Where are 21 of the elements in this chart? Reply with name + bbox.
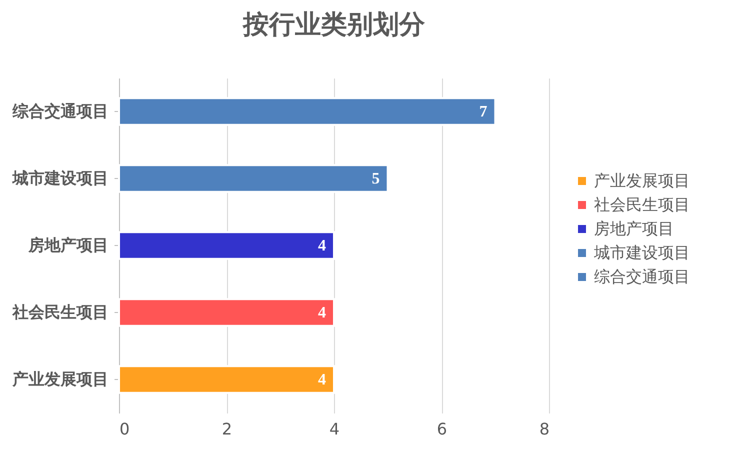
- legend-label: 社会民生项目: [594, 195, 690, 214]
- data-label: 7: [479, 104, 488, 120]
- chart-title: 按行业类别划分: [242, 10, 426, 40]
- data-label: 4: [318, 372, 326, 388]
- y-tick-label: 房地产项目: [28, 236, 108, 254]
- data-label: 5: [372, 170, 380, 188]
- y-tick-label: 产业发展项目: [12, 370, 108, 388]
- x-tick-label: 4: [329, 420, 340, 438]
- x-tick-label: 6: [436, 420, 448, 438]
- legend-label: 房地产项目: [594, 219, 674, 238]
- legend-label: 城市建设项目: [593, 243, 690, 262]
- legend-label: 综合交通项目: [594, 267, 690, 286]
- data-label: 4: [318, 304, 326, 322]
- x-tick-label: 8: [539, 420, 550, 438]
- data-label: 4: [318, 238, 326, 254]
- x-tick-label: 0: [120, 420, 130, 438]
- y-tick-label: 城市建设项目: [12, 168, 108, 188]
- legend-label: 产业发展项目: [594, 171, 690, 190]
- y-tick-label: 社会民生项目: [12, 302, 108, 322]
- y-tick-label: 综合交通项目: [12, 102, 108, 120]
- x-tick-label: 2: [222, 420, 232, 438]
